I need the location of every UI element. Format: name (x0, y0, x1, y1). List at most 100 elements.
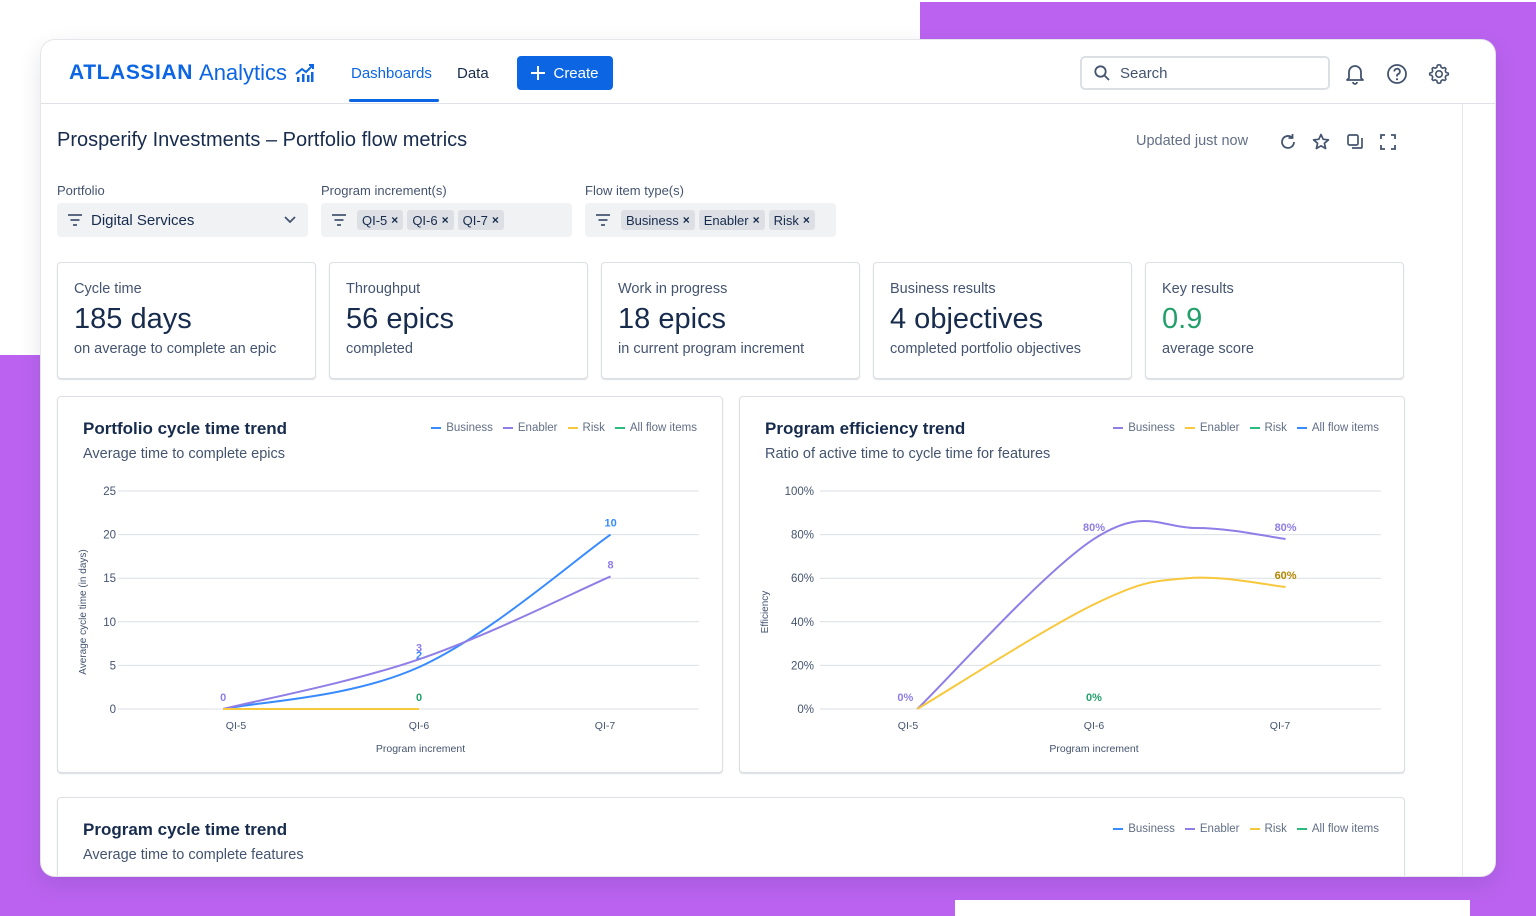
updated-status: Updated just now (1136, 133, 1249, 149)
data-label: 8 (608, 559, 614, 571)
copy-icon[interactable] (1344, 131, 1366, 153)
legend-swatch (1113, 828, 1124, 830)
program-increment-filter[interactable]: QI-5 × QI-6 × QI-7 × (321, 203, 572, 237)
settings-icon[interactable] (1427, 62, 1451, 86)
kpi-subtext: in current program increment (618, 341, 805, 357)
search-input[interactable] (1120, 64, 1300, 82)
legend-item[interactable]: Business (431, 422, 493, 434)
y-axis-label: Efficiency (760, 591, 771, 634)
y-tick-label: 0% (797, 704, 814, 716)
fullscreen-icon[interactable] (1377, 131, 1399, 153)
filter-chip[interactable]: Risk × (768, 210, 815, 230)
portfolio-filter-label: Portfolio (57, 183, 105, 198)
legend-item[interactable]: Business (1113, 823, 1175, 835)
app-window: ATLASSIAN Analytics Dashboards Data Crea… (41, 40, 1495, 876)
legend-swatch (567, 427, 578, 429)
legend-item[interactable]: Enabler (1184, 823, 1240, 835)
legend-label: Enabler (1199, 823, 1240, 835)
data-label: 3 (416, 642, 422, 654)
remove-chip-icon[interactable]: × (682, 213, 690, 227)
y-axis-label: Average cycle time (in days) (78, 549, 89, 674)
portfolio-cycle-time-card: Portfolio cycle time trend Average time … (57, 396, 723, 773)
kpi-card-work-in-progress[interactable]: Work in progress 18 epics in current pro… (601, 262, 860, 379)
legend-item[interactable]: Risk (1249, 823, 1287, 835)
data-label: 0% (897, 692, 913, 704)
kpi-label: Work in progress (618, 281, 728, 297)
filter-chip[interactable]: QI-7 × (457, 210, 504, 230)
kpi-label: Cycle time (74, 281, 142, 297)
portfolio-filter-value: Digital Services (91, 211, 195, 229)
refresh-icon[interactable] (1277, 131, 1299, 153)
active-tab-indicator (349, 99, 439, 102)
analytics-chart-icon (295, 64, 315, 82)
y-tick-label: 5 (110, 660, 116, 672)
y-tick-label: 15 (103, 573, 116, 585)
legend-item[interactable]: Enabler (502, 422, 558, 434)
legend-item[interactable]: All flow items (1296, 823, 1379, 835)
brand-name: ATLASSIAN (69, 61, 194, 84)
legend-label: Business (1128, 422, 1175, 434)
program-increment-filter-label: Program increment(s) (321, 183, 447, 198)
tab-dashboards[interactable]: Dashboards (351, 65, 432, 82)
legend-swatch (1296, 828, 1307, 830)
filter-chip[interactable]: Enabler × (698, 210, 765, 230)
filter-icon (332, 214, 346, 226)
data-label: 10 (604, 518, 616, 530)
remove-chip-icon[interactable]: × (752, 213, 760, 227)
remove-chip-icon[interactable]: × (491, 213, 499, 227)
legend-item[interactable]: Business (1113, 422, 1175, 434)
program-efficiency-chart: 0% 20% 40% 60% 80% 100% QI-5 QI-6 QI-7 Program in… (760, 486, 1381, 755)
legend-label: All flow items (1311, 823, 1379, 835)
remove-chip-icon[interactable]: × (391, 213, 399, 227)
kpi-value: 18 epics (618, 303, 727, 335)
data-label: 0% (1086, 692, 1102, 704)
legend-label: Business (446, 422, 493, 434)
kpi-subtext: completed portfolio objectives (890, 341, 1082, 357)
product-name: Analytics (199, 60, 288, 85)
data-label: 80% (1275, 522, 1297, 534)
portfolio-filter[interactable]: Digital Services (57, 203, 308, 237)
chip-label: Risk (773, 212, 799, 228)
legend-swatch (1296, 427, 1307, 429)
create-button[interactable]: Create (517, 56, 613, 90)
y-tick-label: 0 (110, 704, 116, 716)
kpi-card-cycle-time[interactable]: Cycle time 185 days on average to comple… (57, 262, 316, 379)
legend-item[interactable]: Risk (567, 422, 605, 434)
legend-item[interactable]: All flow items (614, 422, 697, 434)
kpi-card-key-results[interactable]: Key results 0.9 average score (1145, 262, 1404, 379)
kpi-card-throughput[interactable]: Throughput 56 epics completed (329, 262, 588, 379)
filter-chip[interactable]: Business × (621, 210, 695, 230)
legend-swatch (1184, 427, 1195, 429)
legend-item[interactable]: Enabler (1184, 422, 1240, 434)
filter-icon (68, 214, 82, 226)
tab-data[interactable]: Data (457, 65, 489, 82)
legend-item[interactable]: All flow items (1296, 422, 1379, 434)
legend-label: Risk (1264, 823, 1287, 835)
bell-icon[interactable] (1343, 62, 1367, 86)
star-icon[interactable] (1310, 131, 1332, 153)
series-line-business (916, 520, 1286, 710)
card-subtitle: Ratio of active time to cycle time for f… (765, 446, 1051, 462)
x-tick-label: QI-5 (898, 720, 919, 732)
legend-item[interactable]: Risk (1249, 422, 1287, 434)
legend-swatch (1113, 427, 1124, 429)
legend-swatch (1184, 828, 1195, 830)
help-icon[interactable] (1385, 62, 1409, 86)
top-navigation: ATLASSIAN Analytics Dashboards Data Crea… (41, 40, 1495, 104)
program-efficiency-card: Program efficiency trend Ratio of active… (739, 396, 1405, 773)
kpi-label: Key results (1162, 281, 1234, 297)
search-box[interactable] (1080, 56, 1330, 90)
app-logo[interactable]: ATLASSIAN Analytics (69, 60, 315, 86)
remove-chip-icon[interactable]: × (802, 213, 810, 227)
flow-item-type-filter[interactable]: Business × Enabler × Risk × (585, 203, 836, 237)
filter-chip[interactable]: QI-5 × (357, 210, 404, 230)
kpi-value: 56 epics (346, 303, 455, 335)
remove-chip-icon[interactable]: × (441, 213, 449, 227)
filter-chip[interactable]: QI-6 × (407, 210, 454, 230)
y-tick-label: 20 (103, 530, 116, 542)
legend-label: Risk (582, 422, 605, 434)
legend-label: Risk (1264, 422, 1287, 434)
kpi-card-business-results[interactable]: Business results 4 objectives completed … (873, 262, 1132, 379)
program-cycle-time-card: Program cycle time trend Average time to… (57, 797, 1405, 876)
